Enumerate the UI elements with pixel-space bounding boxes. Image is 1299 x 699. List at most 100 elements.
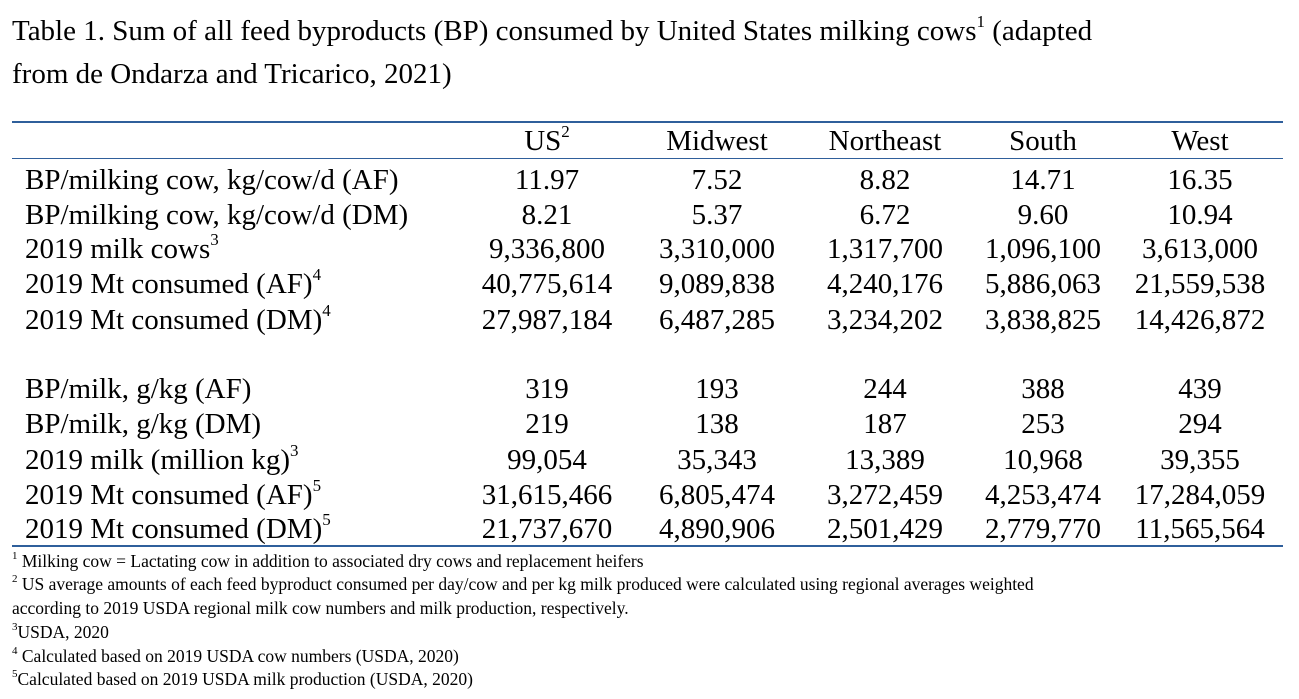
row-label: 2019 Mt consumed (AF)4 <box>25 266 321 302</box>
caption-text-tail: (adapted <box>985 15 1093 47</box>
table-cell: 3,838,825 <box>985 304 1101 336</box>
row-label-text: BP/milk, g/kg (DM) <box>25 408 262 440</box>
footnote-text: USDA, 2020 <box>17 622 109 642</box>
table-cell: 253 <box>1021 408 1065 440</box>
table-cell: 388 <box>1021 373 1065 405</box>
row-label: 2019 Mt consumed (DM)4 <box>25 302 331 338</box>
table-cell: 4,253,474 <box>985 479 1101 511</box>
footnote-text: Calculated based on 2019 USDA cow number… <box>17 646 459 666</box>
table-row: BP/milk, g/kg (AF) 319 193 244 388 439 <box>0 371 1299 407</box>
row-footnote-ref: 5 <box>322 510 331 530</box>
table-cell: 27,987,184 <box>481 304 613 336</box>
table-cell: 13,389 <box>845 444 925 476</box>
table-row: 2019 Mt consumed (DM)4 27,987,184 6,487,28… <box>0 302 1299 338</box>
header-midwest: Midwest <box>666 125 768 157</box>
footnote: according to 2019 USDA regional milk cow… <box>12 597 1282 620</box>
table-cell: 16.35 <box>1167 164 1233 196</box>
table-cell: 4,890,906 <box>659 513 775 545</box>
row-label: 2019 Mt consumed (AF)5 <box>25 477 321 513</box>
table-cell: 3,613,000 <box>1142 233 1258 265</box>
caption-line-1: Table 1. Sum of all feed byproducts (BP)… <box>12 10 1282 53</box>
row-label: 2019 Mt consumed (DM)5 <box>25 511 331 547</box>
table-cell: 3,234,202 <box>827 304 943 336</box>
table-cell: 10,968 <box>1003 444 1083 476</box>
row-label: BP/milking cow, kg/cow/d (DM) <box>25 197 408 233</box>
footnote-text: US average amounts of each feed byproduc… <box>17 574 1034 594</box>
table-row: 2019 milk cows3 9,336,800 3,310,000 1,317,7… <box>0 231 1299 267</box>
table-row: 2019 milk (million kg)3 99,054 35,343 13,38… <box>0 442 1299 478</box>
table-row: BP/milk, g/kg (DM) 219 138 187 253 294 <box>0 406 1299 442</box>
table-caption: Table 1. Sum of all feed byproducts (BP)… <box>12 10 1282 96</box>
table-cell: 40,775,614 <box>481 268 613 300</box>
table-cell: 11,565,564 <box>1135 513 1265 545</box>
table-cell: 9,336,800 <box>489 233 605 265</box>
table-cell: 1,317,700 <box>827 233 943 265</box>
table-cell: 439 <box>1178 373 1222 405</box>
table-row: BP/milking cow, kg/cow/d (DM) 8.21 5.37 6.7… <box>0 197 1299 233</box>
table-header-row: US2 Midwest Northeast South West <box>0 123 1299 159</box>
table-header-rule <box>12 158 1283 159</box>
caption-footnote-ref: 1 <box>976 12 986 32</box>
table-cell: 3,272,459 <box>827 479 943 511</box>
footnote-number: 1 <box>12 550 18 563</box>
footnote-number: 4 <box>12 645 18 658</box>
table-row: 2019 Mt consumed (DM)5 21,737,670 4,890,90… <box>0 511 1299 547</box>
row-footnote-ref: 3 <box>290 441 299 461</box>
table-cell: 3,310,000 <box>659 233 775 265</box>
footnote: 2 US average amounts of each feed byprod… <box>12 573 1282 596</box>
table-cell: 39,355 <box>1160 444 1240 476</box>
header-west: West <box>1171 125 1229 157</box>
row-label-text: 2019 Mt consumed (AF) <box>25 268 313 300</box>
header-us-label: US <box>524 125 562 157</box>
footnote: 5Calculated based on 2019 USDA milk prod… <box>12 668 1282 691</box>
table-cell: 21,737,670 <box>481 513 613 545</box>
table-cell: 187 <box>863 408 907 440</box>
table-cell: 10.94 <box>1167 199 1233 231</box>
table-cell: 219 <box>525 408 569 440</box>
caption-text: Table 1. Sum of all feed byproducts (BP)… <box>12 15 977 47</box>
table-cell: 1,096,100 <box>985 233 1101 265</box>
footnote: 1 Milking cow = Lactating cow in additio… <box>12 550 1282 573</box>
table-bottom-rule <box>12 545 1283 547</box>
table-cell: 193 <box>695 373 739 405</box>
row-label-text: BP/milk, g/kg (AF) <box>25 373 252 405</box>
row-label: 2019 milk (million kg)3 <box>25 442 299 478</box>
table-row: BP/milking cow, kg/cow/d (AF) 11.97 7.52 8.… <box>0 162 1299 198</box>
row-footnote-ref: 3 <box>210 230 219 250</box>
table-cell: 138 <box>695 408 739 440</box>
caption-line-2: from de Ondarza and Tricarico, 2021) <box>12 58 452 90</box>
table-cell: 35,343 <box>677 444 757 476</box>
footnote-text: Milking cow = Lactating cow in addition … <box>17 551 644 571</box>
footnote-number: 5 <box>12 668 18 681</box>
row-label-text: 2019 Mt consumed (AF) <box>25 479 313 511</box>
row-footnote-ref: 4 <box>322 301 331 321</box>
header-south: South <box>1009 125 1077 157</box>
row-label: BP/milk, g/kg (AF) <box>25 371 251 407</box>
table-cell: 319 <box>525 373 569 405</box>
table-cell: 11.97 <box>514 164 580 196</box>
table-cell: 4,240,176 <box>827 268 943 300</box>
table-cell: 6.72 <box>859 199 911 231</box>
row-label-text: BP/milking cow, kg/cow/d (DM) <box>25 199 409 231</box>
table-cell: 14.71 <box>1010 164 1076 196</box>
table-cell: 9,089,838 <box>659 268 775 300</box>
footnote: 3USDA, 2020 <box>12 621 1282 644</box>
footnote-text: according to 2019 USDA regional milk cow… <box>12 598 629 618</box>
row-label: BP/milking cow, kg/cow/d (AF) <box>25 162 399 198</box>
footnote-text: Calculated based on 2019 USDA milk produ… <box>17 669 473 689</box>
table-row: 2019 Mt consumed (AF)5 31,615,466 6,805,47… <box>0 477 1299 513</box>
row-label-text: 2019 milk cows <box>25 233 211 265</box>
table-cell: 294 <box>1178 408 1222 440</box>
table-cell: 9.60 <box>1017 199 1069 231</box>
table-cell: 244 <box>863 373 907 405</box>
footnote-number: 3 <box>12 621 18 634</box>
row-label-text: 2019 Mt consumed (DM) <box>25 304 323 336</box>
table-cell: 21,559,538 <box>1134 268 1266 300</box>
table-cell: 2,779,770 <box>985 513 1101 545</box>
row-label-text: BP/milking cow, kg/cow/d (AF) <box>25 164 399 196</box>
footnote: 4 Calculated based on 2019 USDA cow numb… <box>12 645 1282 668</box>
table-cell: 17,284,059 <box>1134 479 1266 511</box>
table-cell: 99,054 <box>507 444 587 476</box>
row-label-text: 2019 milk (million kg) <box>25 444 291 476</box>
table-cell: 2,501,429 <box>827 513 943 545</box>
